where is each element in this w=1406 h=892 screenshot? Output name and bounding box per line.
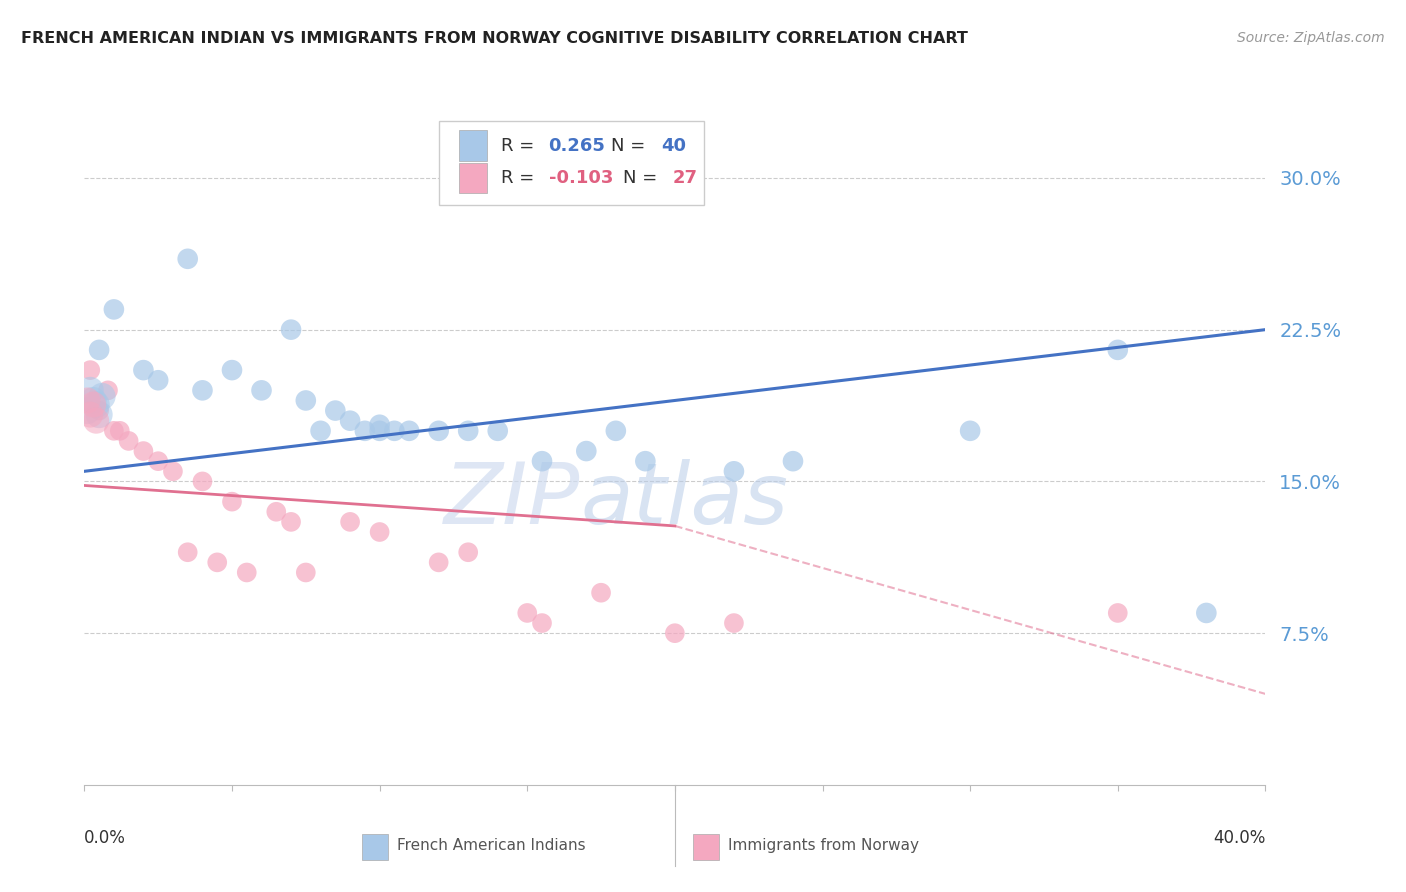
- Point: [103, 302, 125, 317]
- Point: [723, 616, 745, 631]
- Point: [79, 408, 101, 422]
- Point: [1195, 606, 1218, 620]
- Point: [79, 363, 101, 377]
- Point: [280, 323, 302, 337]
- FancyBboxPatch shape: [458, 130, 486, 161]
- Point: [295, 393, 318, 408]
- Point: [76, 393, 98, 408]
- Point: [457, 545, 479, 559]
- Point: [79, 384, 101, 398]
- Point: [91, 389, 114, 403]
- Point: [382, 424, 406, 438]
- Point: [87, 403, 111, 417]
- Text: -0.103: -0.103: [548, 169, 613, 187]
- Text: ZIP: ZIP: [444, 458, 581, 541]
- Point: [368, 417, 391, 432]
- Point: [368, 424, 391, 438]
- Point: [148, 373, 170, 387]
- Text: French American Indians: French American Indians: [398, 838, 586, 854]
- Point: [295, 566, 318, 580]
- Point: [959, 424, 981, 438]
- Point: [177, 252, 200, 266]
- Point: [84, 397, 107, 411]
- Point: [531, 616, 554, 631]
- Text: 0.0%: 0.0%: [84, 829, 127, 847]
- Point: [531, 454, 554, 468]
- Point: [103, 424, 125, 438]
- Text: N =: N =: [612, 136, 651, 154]
- FancyBboxPatch shape: [458, 163, 486, 194]
- Point: [97, 384, 120, 398]
- Point: [427, 424, 450, 438]
- Text: 0.265: 0.265: [548, 136, 606, 154]
- Point: [207, 555, 229, 569]
- Point: [427, 555, 450, 569]
- Text: 40: 40: [661, 136, 686, 154]
- Point: [191, 384, 214, 398]
- Text: 27: 27: [672, 169, 697, 187]
- Point: [309, 424, 332, 438]
- Point: [325, 403, 347, 417]
- Point: [664, 626, 686, 640]
- Text: Immigrants from Norway: Immigrants from Norway: [728, 838, 920, 854]
- Text: R =: R =: [502, 136, 540, 154]
- Point: [132, 444, 155, 458]
- Text: R =: R =: [502, 169, 540, 187]
- Point: [516, 606, 538, 620]
- Point: [108, 424, 131, 438]
- Point: [236, 566, 259, 580]
- Point: [605, 424, 627, 438]
- Text: FRENCH AMERICAN INDIAN VS IMMIGRANTS FROM NORWAY COGNITIVE DISABILITY CORRELATIO: FRENCH AMERICAN INDIAN VS IMMIGRANTS FRO…: [21, 31, 967, 46]
- Point: [118, 434, 141, 448]
- Point: [191, 475, 214, 489]
- Point: [398, 424, 420, 438]
- Point: [82, 397, 104, 411]
- Text: 40.0%: 40.0%: [1213, 829, 1265, 847]
- FancyBboxPatch shape: [361, 834, 388, 860]
- Point: [76, 403, 98, 417]
- Point: [457, 424, 479, 438]
- Point: [575, 444, 598, 458]
- Point: [339, 414, 361, 428]
- Text: N =: N =: [623, 169, 662, 187]
- Point: [634, 454, 657, 468]
- Point: [87, 408, 111, 422]
- Point: [82, 393, 104, 408]
- FancyBboxPatch shape: [439, 120, 704, 205]
- Point: [486, 424, 509, 438]
- Point: [87, 343, 111, 357]
- Point: [1107, 343, 1129, 357]
- Text: Source: ZipAtlas.com: Source: ZipAtlas.com: [1237, 31, 1385, 45]
- Point: [723, 464, 745, 478]
- Point: [339, 515, 361, 529]
- Point: [221, 363, 243, 377]
- Point: [280, 515, 302, 529]
- Point: [132, 363, 155, 377]
- Point: [368, 524, 391, 539]
- Point: [162, 464, 184, 478]
- Point: [354, 424, 377, 438]
- Point: [148, 454, 170, 468]
- Point: [1107, 606, 1129, 620]
- FancyBboxPatch shape: [693, 834, 718, 860]
- Point: [221, 494, 243, 508]
- Point: [84, 414, 107, 428]
- Point: [177, 545, 200, 559]
- Point: [782, 454, 804, 468]
- Point: [250, 384, 273, 398]
- Point: [591, 585, 613, 599]
- Text: atlas: atlas: [581, 458, 789, 541]
- Point: [266, 505, 288, 519]
